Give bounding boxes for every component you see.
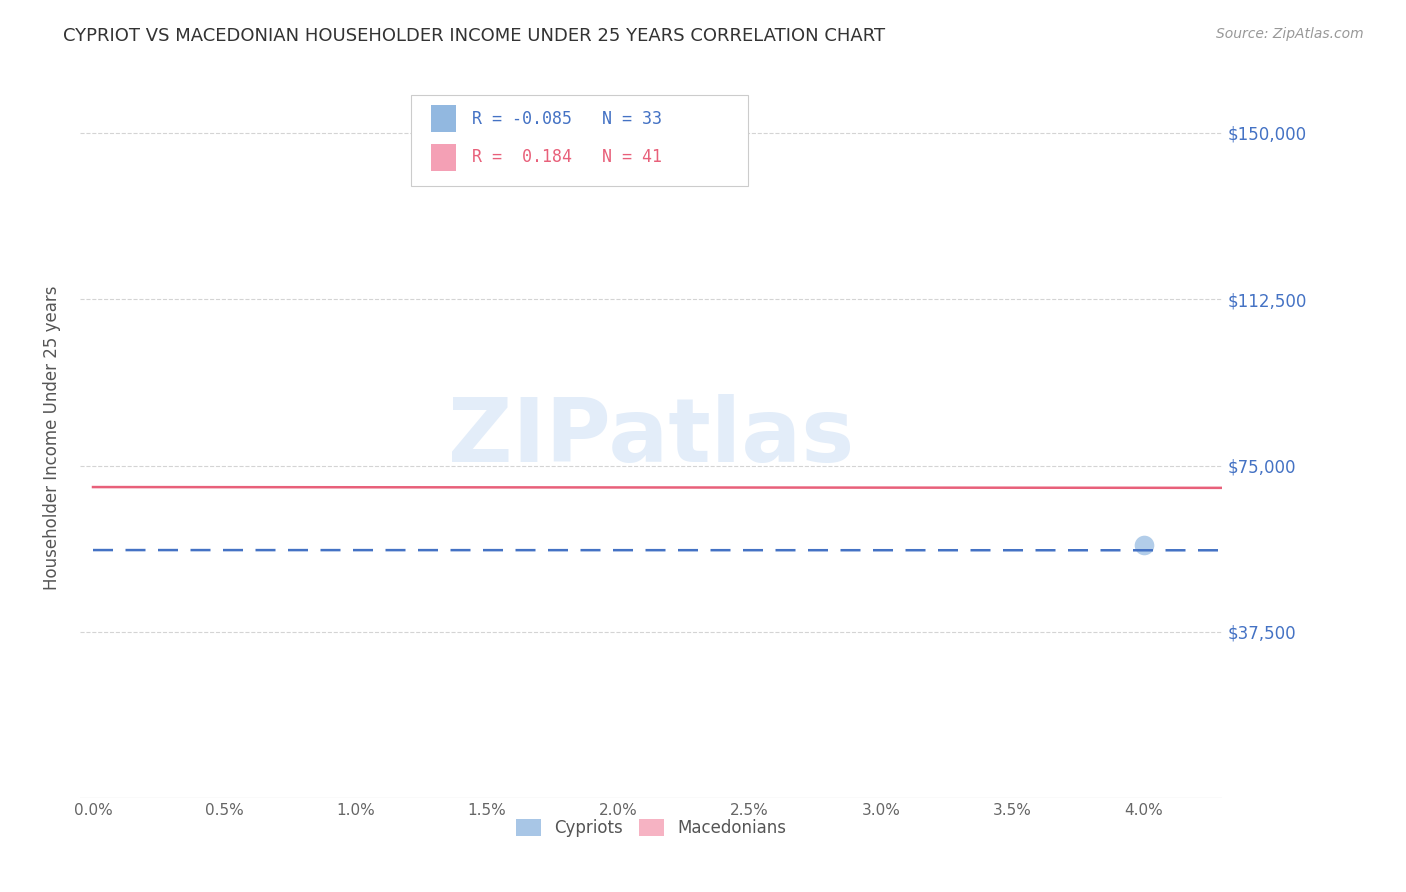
Point [1132,538,1154,552]
FancyBboxPatch shape [411,95,748,186]
Y-axis label: Householder Income Under 25 years: Householder Income Under 25 years [44,285,60,590]
Text: R =  0.184   N = 41: R = 0.184 N = 41 [472,148,662,167]
Text: Source: ZipAtlas.com: Source: ZipAtlas.com [1216,27,1364,41]
FancyBboxPatch shape [430,105,456,132]
Legend: Cypriots, Macedonians: Cypriots, Macedonians [509,813,793,844]
Text: ZIPatlas: ZIPatlas [449,394,855,482]
FancyBboxPatch shape [430,144,456,171]
Text: CYPRIOT VS MACEDONIAN HOUSEHOLDER INCOME UNDER 25 YEARS CORRELATION CHART: CYPRIOT VS MACEDONIAN HOUSEHOLDER INCOME… [63,27,886,45]
Text: R = -0.085   N = 33: R = -0.085 N = 33 [472,110,662,128]
